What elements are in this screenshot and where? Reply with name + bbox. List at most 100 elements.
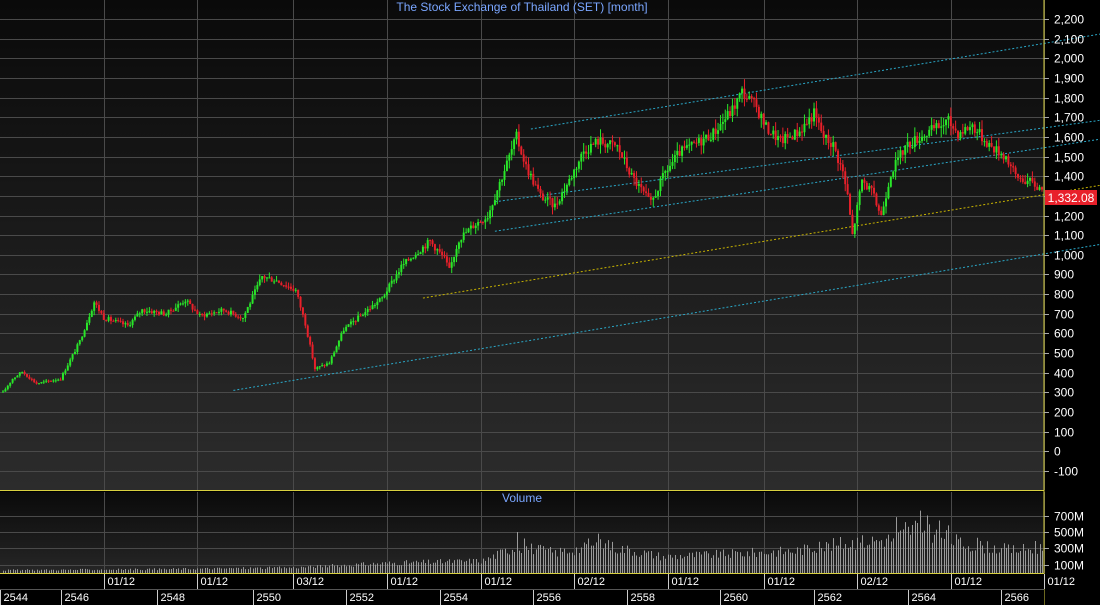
time-lower-label: 2548 <box>161 592 185 604</box>
candle-body-down <box>997 146 1000 156</box>
candle-body-up <box>426 240 429 249</box>
candle-body-up <box>496 190 499 201</box>
candle-body-up <box>90 310 93 317</box>
candle-body-down <box>479 222 482 224</box>
candle-body-up <box>184 301 187 304</box>
candle-body-down <box>102 313 105 320</box>
time-lower-label: 2552 <box>350 592 374 604</box>
candle-body-up <box>52 380 55 382</box>
candle-body-down <box>625 157 628 169</box>
candle-body-up <box>654 196 657 198</box>
candle-body-down <box>532 173 535 185</box>
candle-body-down <box>285 285 288 287</box>
candle-body-up <box>664 171 667 174</box>
candle-body-up <box>882 206 885 216</box>
candle-body-up <box>580 153 583 162</box>
price-tick-label: 2,000 <box>1054 52 1084 66</box>
candle-body-down <box>448 262 451 268</box>
candle-body-up <box>666 170 669 172</box>
candle-body-up <box>738 93 741 99</box>
candle-body-down <box>551 198 554 208</box>
candle-body-up <box>474 225 477 229</box>
candle-body-up <box>246 307 249 313</box>
price-tick-label: 800 <box>1054 288 1074 302</box>
time-upper-label: 02/12 <box>578 576 606 588</box>
candle-body-down <box>849 194 852 215</box>
candle-body-up <box>412 257 415 259</box>
candle-body-down <box>215 312 218 314</box>
time-upper-label: 01/12 <box>672 576 700 588</box>
candle-body-up <box>930 125 933 130</box>
candle-body-up <box>589 143 592 153</box>
candle-body-up <box>208 313 211 315</box>
last-price-badge <box>1045 190 1097 205</box>
candle-body-up <box>13 377 16 379</box>
candle-body-up <box>73 351 76 355</box>
candle-body-up <box>9 382 12 386</box>
candle-body-up <box>275 280 278 282</box>
candle-body-up <box>402 264 405 266</box>
candle-body-up <box>460 239 463 243</box>
time-lower-label: 2554 <box>444 592 468 604</box>
candle-body-down <box>750 96 753 99</box>
candle-body-down <box>270 277 273 282</box>
price-tick-label: 500 <box>1054 347 1074 361</box>
candle-body-up <box>405 259 408 265</box>
candle-body-down <box>47 380 50 382</box>
candle-body-up <box>321 365 324 367</box>
candle-body-down <box>282 285 285 287</box>
candle-body-up <box>141 309 144 314</box>
candle-body-up <box>174 307 177 311</box>
volume-tick-label: 300M <box>1054 542 1084 556</box>
candle-body-down <box>472 225 475 229</box>
candle-body-up <box>57 379 60 381</box>
candle-body-down <box>539 188 542 194</box>
candle-body-up <box>969 127 972 131</box>
candle-body-down <box>990 142 993 147</box>
candle-body-up <box>181 303 184 305</box>
candle-body-up <box>21 371 24 373</box>
candle-body-down <box>354 321 357 323</box>
candle-body-down <box>232 310 235 314</box>
candle-body-up <box>947 116 950 120</box>
candle-body-up <box>397 272 400 275</box>
candle-body-down <box>1009 164 1012 167</box>
candle-body-up <box>364 312 367 316</box>
candle-body-down <box>762 113 765 125</box>
time-upper-label: 01/12 <box>108 576 136 588</box>
candle-body-up <box>630 173 633 175</box>
candle-body-up <box>220 308 223 312</box>
candle-body-down <box>196 310 199 315</box>
candle-body-up <box>198 313 201 315</box>
candle-body-up <box>253 289 256 295</box>
candle-body-down <box>873 187 876 194</box>
candle-body-down <box>981 129 984 142</box>
candle-body-down <box>534 184 537 186</box>
candle-body-down <box>313 358 316 370</box>
candle-body-down <box>443 255 446 257</box>
candle-body-up <box>342 330 345 334</box>
candle-body-down <box>201 313 204 315</box>
candle-body-up <box>40 382 43 384</box>
candle-body-down <box>527 164 530 176</box>
volume-tick-label: 700M <box>1054 510 1084 524</box>
candle-body-up <box>467 228 470 233</box>
time-lower-label: 2550 <box>257 592 281 604</box>
candle-body-up <box>54 380 57 382</box>
candle-body-down <box>189 300 192 304</box>
candle-body-up <box>153 310 156 314</box>
candle-body-up <box>11 378 14 383</box>
candle-body-up <box>813 108 816 122</box>
candle-body-up <box>85 322 88 331</box>
candlestick-series <box>2 79 1043 393</box>
candle-body-up <box>637 184 640 186</box>
candle-body-down <box>779 136 782 138</box>
candle-body-up <box>945 119 948 126</box>
candle-body-up <box>623 157 626 159</box>
candle-body-up <box>229 310 232 315</box>
candle-body-up <box>582 151 585 154</box>
candle-body-up <box>690 141 693 145</box>
candle-body-up <box>508 154 511 161</box>
candle-body-up <box>928 129 931 136</box>
